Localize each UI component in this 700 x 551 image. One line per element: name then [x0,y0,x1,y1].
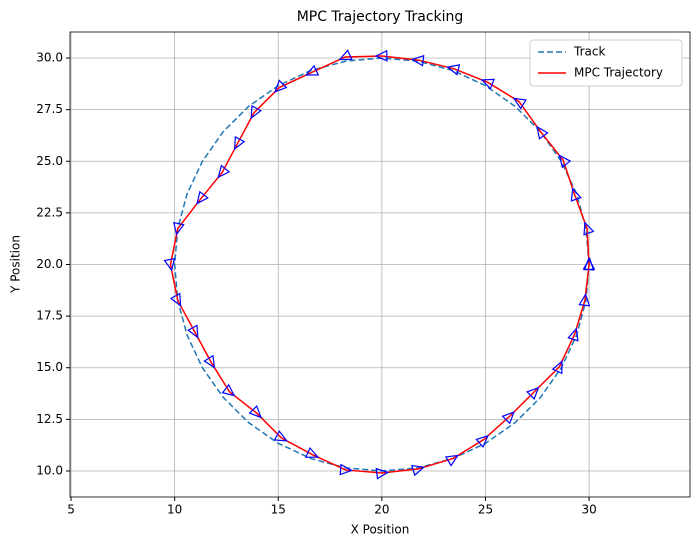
x-tick-label: 20 [374,503,389,517]
marker [248,405,262,419]
chart-title: MPC Trajectory Tracking [297,9,464,25]
y-tick-label: 20.0 [36,257,63,271]
marker [217,164,231,179]
marker [410,54,425,67]
marker [583,221,595,236]
marker [187,324,199,339]
marker [273,430,288,442]
marker [375,467,390,480]
marker [338,49,353,61]
marker [163,257,176,272]
y-tick-label: 27.5 [36,102,63,116]
y-tick-label: 25.0 [36,154,63,168]
marker [233,135,246,151]
x-tick-label: 15 [271,503,286,517]
marker [339,463,354,476]
marker [221,383,236,397]
x-tick-label: 30 [581,503,596,517]
x-axis-label: X Position [351,523,410,537]
marker [446,64,461,76]
marker [374,49,388,62]
x-tick-label: 25 [478,503,493,517]
y-tick-label: 30.0 [36,51,63,65]
marker [567,327,579,342]
legend-box [529,39,683,87]
x-tick-label: 5 [67,503,75,517]
marker [250,104,262,120]
marker [558,154,572,169]
marker [304,446,320,458]
y-tick-label: 12.5 [36,412,63,426]
y-tick-label: 22.5 [36,205,63,219]
y-tick-label: 15.0 [36,360,63,374]
marker [411,464,426,477]
marker [196,190,209,205]
marker [475,434,489,448]
marker [203,354,216,369]
y-tick-label: 17.5 [36,309,63,323]
marker [536,125,549,140]
marker [526,386,540,401]
marker [304,64,320,76]
series-line [173,57,590,472]
plot-frame [69,31,691,498]
legend-label: Track [573,45,605,59]
legend-label: MPC Trajectory [574,66,663,80]
marker [169,292,182,307]
marker [173,221,185,236]
series-line [169,55,590,474]
y-tick-label: 10.0 [36,463,63,477]
marker [570,187,582,202]
marker [501,411,515,425]
marker [274,79,288,93]
x-tick-label: 10 [167,503,182,517]
marker [512,97,527,110]
marker [480,78,495,90]
marker [551,359,563,375]
marker [578,292,591,307]
marker [582,257,595,271]
y-axis-label: Y Position [9,235,23,294]
marker [444,454,460,467]
